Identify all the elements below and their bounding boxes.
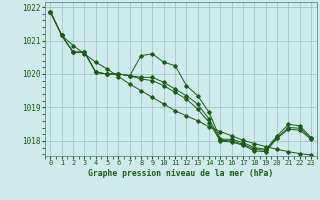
X-axis label: Graphe pression niveau de la mer (hPa): Graphe pression niveau de la mer (hPa) [88,169,273,178]
